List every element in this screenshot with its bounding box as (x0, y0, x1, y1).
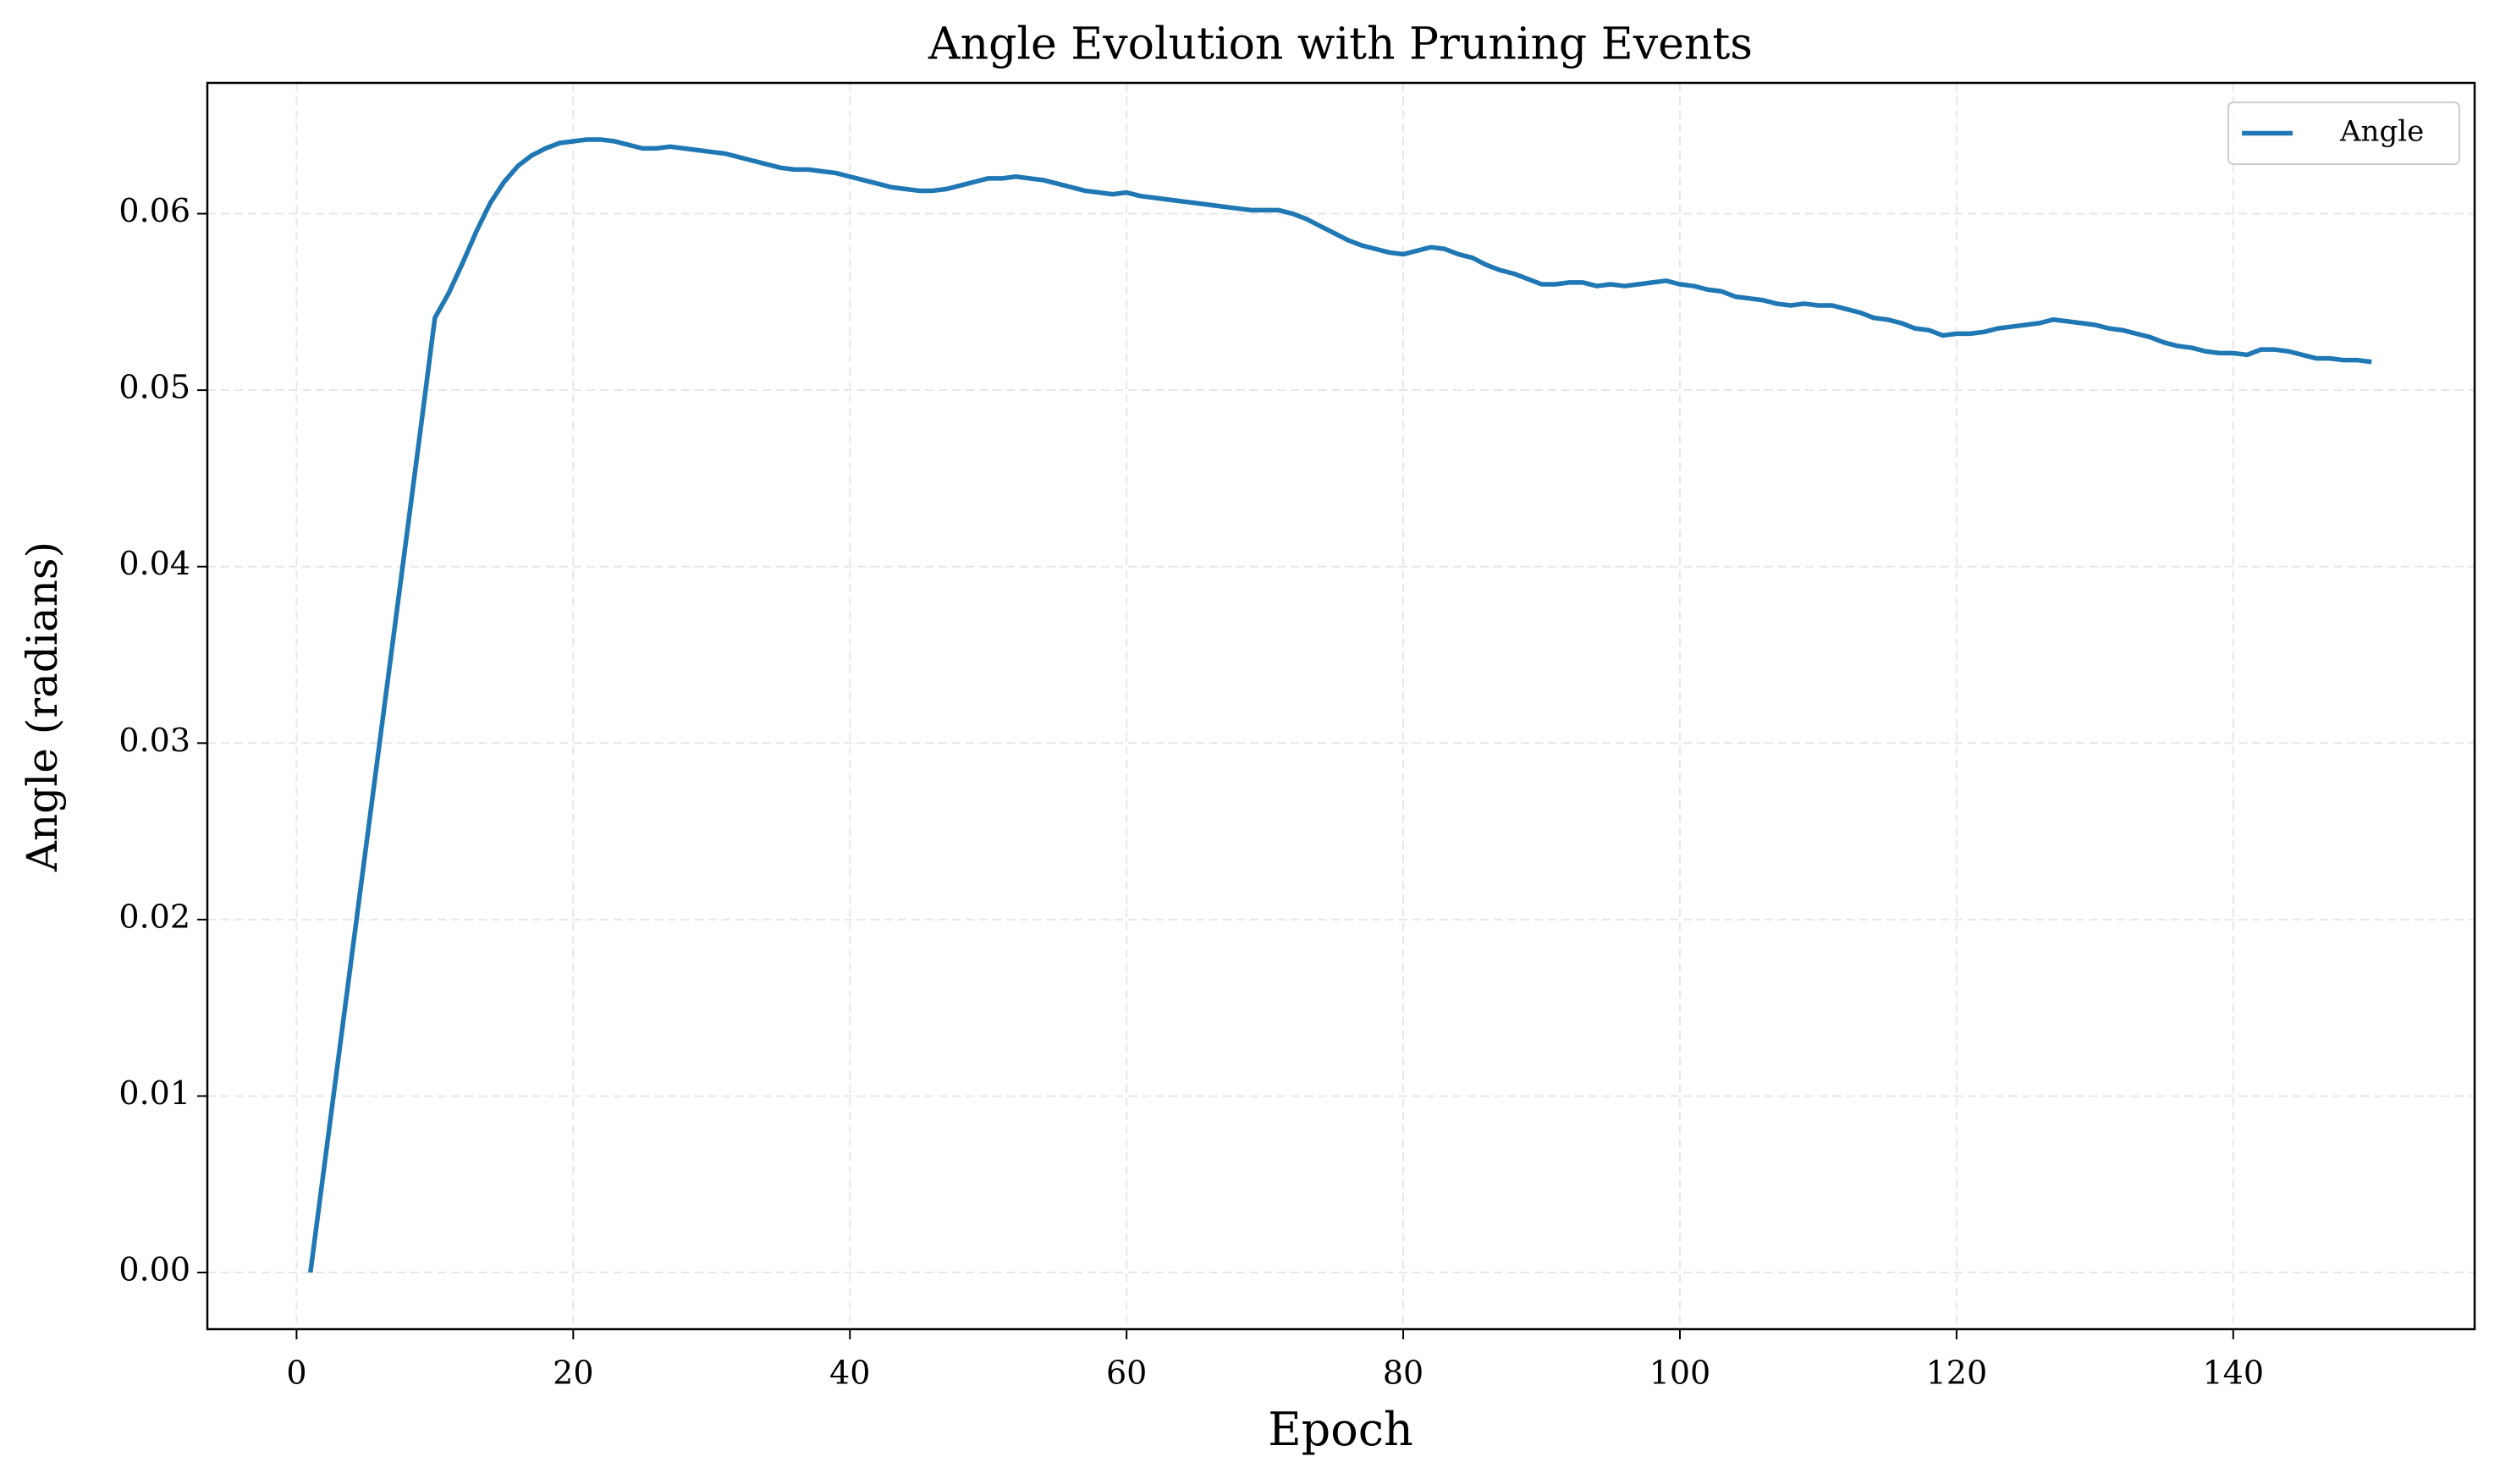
data-line (308, 137, 2372, 1273)
y-axis-label: Angle (radians) (18, 541, 67, 872)
x-tick-label: 120 (1926, 1355, 1988, 1392)
y-tick-label: 0.03 (118, 722, 190, 759)
legend-label: Angle (2339, 115, 2424, 149)
y-tick-label: 0.02 (118, 898, 190, 935)
x-tick-label: 140 (2203, 1355, 2265, 1392)
axes: 0 20 40 60 80 100 120 140 0.00 0.01 0.02 0.03 0.04 0.… (118, 81, 2476, 1392)
x-tick-label: 20 (553, 1355, 593, 1392)
x-tick-label: 0 (286, 1355, 306, 1392)
legend-box (2227, 102, 2460, 165)
plot-area (308, 137, 2372, 1273)
y-tick-label: 0.01 (118, 1075, 190, 1112)
x-axis-label: Epoch (1268, 1403, 1413, 1456)
y-tick-label: 0.06 (118, 192, 190, 229)
x-tick-label: 60 (1106, 1355, 1147, 1392)
x-tick-label: 100 (1649, 1355, 1711, 1392)
y-tick-label: 0.00 (118, 1251, 190, 1289)
grid (207, 83, 2475, 1329)
y-tick-label: 0.04 (118, 545, 190, 582)
x-tick-label: 40 (829, 1355, 870, 1392)
x-tick-label: 80 (1383, 1355, 1423, 1392)
legend: Angle (2227, 102, 2460, 165)
y-tick-label: 0.05 (118, 369, 190, 406)
chart-title: Angle Evolution with Pruning Events (928, 19, 1753, 70)
axes-frame (206, 81, 2476, 1331)
